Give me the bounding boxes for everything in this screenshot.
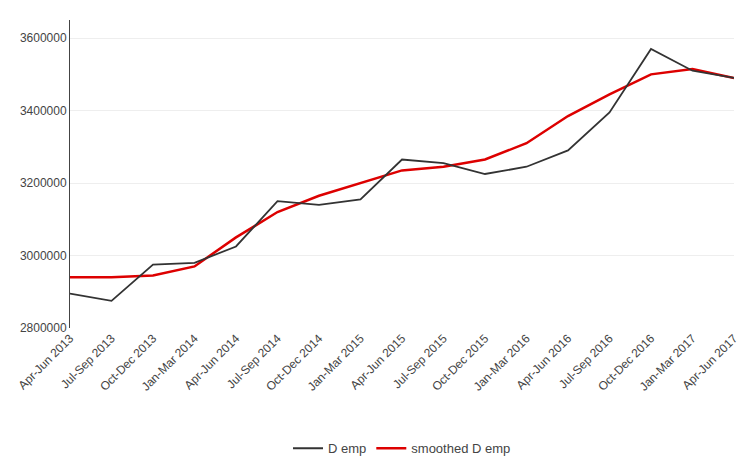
svg-text:Oct-Dec 2014: Oct-Dec 2014 bbox=[263, 331, 325, 393]
svg-text:3000000: 3000000 bbox=[20, 249, 67, 263]
svg-text:Jan-Mar 2015: Jan-Mar 2015 bbox=[305, 331, 367, 393]
svg-text:Jul-Sep 2015: Jul-Sep 2015 bbox=[390, 331, 450, 391]
svg-text:Apr-Jun 2017: Apr-Jun 2017 bbox=[680, 331, 741, 392]
svg-text:3400000: 3400000 bbox=[20, 104, 67, 118]
svg-text:Jan-Mar 2016: Jan-Mar 2016 bbox=[471, 331, 533, 393]
svg-text:Jan-Mar 2014: Jan-Mar 2014 bbox=[139, 331, 201, 393]
svg-text:Oct-Dec 2013: Oct-Dec 2013 bbox=[97, 331, 159, 393]
svg-text:Jul-Sep 2013: Jul-Sep 2013 bbox=[58, 331, 118, 391]
svg-text:Apr-Jun 2016: Apr-Jun 2016 bbox=[514, 331, 575, 392]
svg-text:Apr-Jun 2013: Apr-Jun 2013 bbox=[16, 331, 77, 392]
svg-text:Apr-Jun 2015: Apr-Jun 2015 bbox=[348, 331, 409, 392]
svg-text:D emp: D emp bbox=[328, 441, 366, 456]
svg-text:Oct-Dec 2016: Oct-Dec 2016 bbox=[595, 331, 657, 393]
svg-text:Oct-Dec 2015: Oct-Dec 2015 bbox=[429, 331, 491, 393]
svg-text:3200000: 3200000 bbox=[20, 176, 67, 190]
svg-text:Jan-Mar 2017: Jan-Mar 2017 bbox=[637, 331, 699, 393]
svg-text:3600000: 3600000 bbox=[20, 31, 67, 45]
svg-text:Apr-Jun 2014: Apr-Jun 2014 bbox=[182, 331, 243, 392]
svg-text:Jul-Sep 2016: Jul-Sep 2016 bbox=[556, 331, 616, 391]
svg-text:Jul-Sep 2014: Jul-Sep 2014 bbox=[224, 331, 284, 391]
svg-text:2800000: 2800000 bbox=[20, 321, 67, 335]
svg-text:smoothed D emp: smoothed D emp bbox=[411, 441, 510, 456]
